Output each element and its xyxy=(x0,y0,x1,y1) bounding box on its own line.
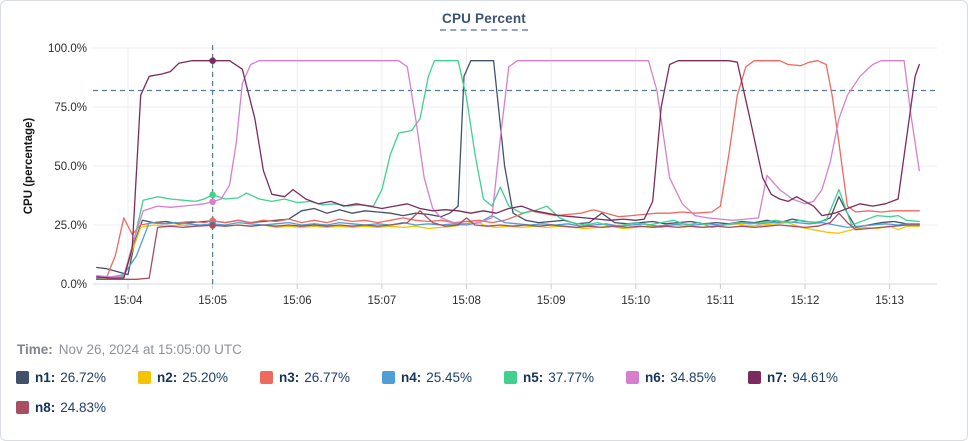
legend-name-n1: n1: xyxy=(35,370,56,385)
legend-item-n1[interactable]: n1: 26.72% xyxy=(16,370,138,385)
legend-swatch-n4 xyxy=(382,371,395,384)
legend-swatch-n1 xyxy=(16,371,29,384)
legend-item-n8[interactable]: n8: 24.83% xyxy=(16,400,138,415)
legend-name-n7: n7: xyxy=(767,370,788,385)
x-tick-label-15:05: 15:05 xyxy=(198,295,227,307)
y-tick-label-25: 25.0% xyxy=(54,220,87,232)
x-tick-label-15:09: 15:09 xyxy=(537,295,566,307)
x-tick-label-15:08: 15:08 xyxy=(452,295,481,307)
y-tick-label-100: 100.0% xyxy=(48,43,87,55)
y-tick-label-50: 50.0% xyxy=(54,161,87,173)
crosshair-marker-n8 xyxy=(209,222,216,229)
series-line-n6[interactable] xyxy=(96,60,920,278)
series-line-n2[interactable] xyxy=(96,219,920,280)
cpu-chart-plot-area[interactable]: 0.0% 25.0% 50.0% 75.0% 100.0% 15:04 15:05 15:06… xyxy=(1,1,968,319)
legend-value-n4: 25.45% xyxy=(426,370,473,385)
y-tick-label-75: 75.0% xyxy=(54,102,87,114)
legend-row-2: n8: 24.83% xyxy=(16,400,138,415)
legend-swatch-n3 xyxy=(260,371,273,384)
legend-name-n2: n2: xyxy=(157,370,178,385)
legend-name-n3: n3: xyxy=(279,370,300,385)
legend-value-n1: 26.72% xyxy=(60,370,107,385)
crosshair-time-readout: Time: Nov 26, 2024 at 15:05:00 UTC xyxy=(17,342,242,357)
crosshair-marker-n7 xyxy=(209,57,216,65)
crosshair-marker-n6 xyxy=(209,198,216,206)
x-tick-label-15:11: 15:11 xyxy=(706,295,734,307)
legend-item-n4[interactable]: n4: 25.45% xyxy=(382,370,504,385)
time-label: Time: xyxy=(17,342,53,357)
time-value: Nov 26, 2024 at 15:05:00 UTC xyxy=(58,342,242,357)
series-line-n5[interactable] xyxy=(96,60,920,280)
legend-value-n8: 24.83% xyxy=(60,400,107,415)
series-line-n7[interactable] xyxy=(96,60,920,279)
legend-item-n2[interactable]: n2: 25.20% xyxy=(138,370,260,385)
x-tick-label-15:06: 15:06 xyxy=(283,295,312,307)
legend-name-n8: n8: xyxy=(35,400,56,415)
legend-swatch-n5 xyxy=(504,371,517,384)
legend-value-n7: 94.61% xyxy=(792,370,839,385)
legend-value-n6: 34.85% xyxy=(670,370,717,385)
x-tick-label-15:12: 15:12 xyxy=(791,295,820,307)
series-line-n3[interactable] xyxy=(96,60,920,279)
legend-item-n6[interactable]: n6: 34.85% xyxy=(626,370,748,385)
legend-name-n4: n4: xyxy=(401,370,422,385)
legend-item-n3[interactable]: n3: 26.77% xyxy=(260,370,382,385)
x-tick-label-15:10: 15:10 xyxy=(621,295,650,307)
chart-title: CPU Percent xyxy=(440,11,528,31)
legend-swatch-n2 xyxy=(138,371,151,384)
legend-swatch-n6 xyxy=(626,371,639,384)
y-axis-title: CPU (percentage) xyxy=(23,118,35,215)
legend-row-1: n1: 26.72% n2: 25.20% n3: 26.77% n4: 25.45% n5: 3… xyxy=(16,370,870,385)
x-tick-label-15:07: 15:07 xyxy=(367,295,396,307)
legend-value-n3: 26.77% xyxy=(304,370,351,385)
legend-name-n5: n5: xyxy=(523,370,544,385)
series-line-n1[interactable] xyxy=(96,60,920,276)
x-tick-label-15:13: 15:13 xyxy=(875,295,904,307)
series-line-n8[interactable] xyxy=(96,210,920,280)
legend-item-n7[interactable]: n7: 94.61% xyxy=(748,370,870,385)
legend-swatch-n8 xyxy=(16,401,29,414)
legend-item-n5[interactable]: n5: 37.77% xyxy=(504,370,626,385)
y-tick-label-0: 0.0% xyxy=(61,279,87,291)
legend-swatch-n7 xyxy=(748,371,761,384)
legend-name-n6: n6: xyxy=(645,370,666,385)
crosshair-marker-n5 xyxy=(209,191,216,199)
legend-value-n5: 37.77% xyxy=(548,370,595,385)
legend-value-n2: 25.20% xyxy=(182,370,229,385)
x-tick-label-15:04: 15:04 xyxy=(114,295,143,307)
